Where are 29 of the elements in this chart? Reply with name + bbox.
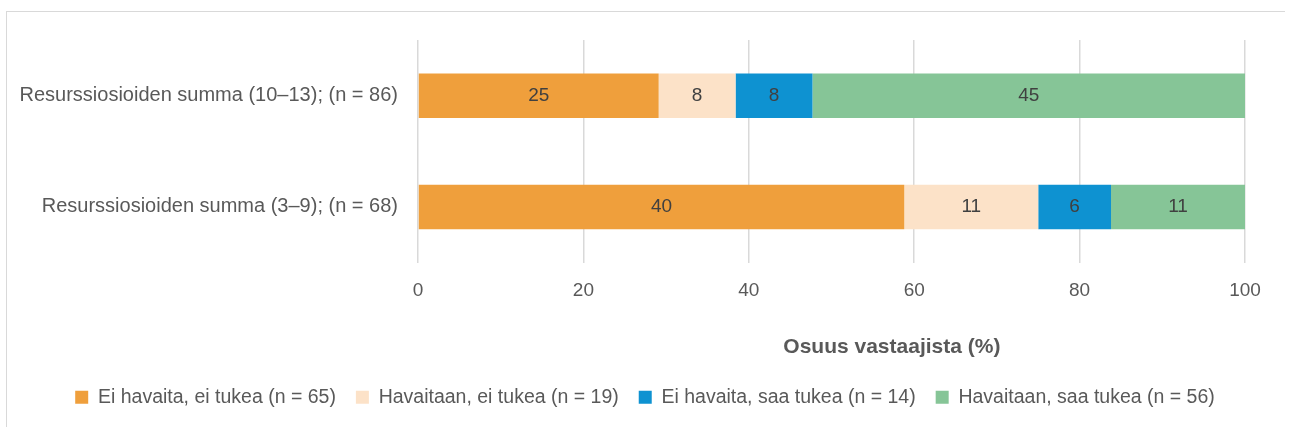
- bar: [1111, 184, 1245, 230]
- annotation: 8: [691, 83, 703, 105]
- x-tick-label: 40: [738, 279, 760, 301]
- legend-label: Havaitaan, saa tukea (n = 56): [958, 384, 1215, 407]
- x-tick-label: 20: [572, 279, 594, 301]
- bar: [418, 184, 905, 230]
- bar: [735, 73, 813, 118]
- y-tick-label: Resurssiosioiden summa (10–13); (n = 86): [19, 83, 398, 106]
- annotation: 11: [1168, 195, 1188, 217]
- annotation: 40: [650, 195, 673, 217]
- bar: [1038, 184, 1112, 230]
- x-tick-label: 80: [1069, 279, 1091, 301]
- bar: [658, 73, 736, 118]
- legend-label: Havaitaan, ei tukea (n = 19): [378, 384, 619, 407]
- legend-label: Ei havaita, ei tukea (n = 65): [97, 384, 336, 407]
- bar: [418, 73, 659, 118]
- legend-label: Ei havaita, saa tukea (n = 14): [661, 384, 916, 407]
- annotation: 45: [1018, 83, 1040, 105]
- x-tick-label: 60: [903, 279, 925, 301]
- bar: [904, 184, 1039, 230]
- annotation: 6: [1069, 195, 1080, 217]
- x-tick-label: 100: [1229, 279, 1261, 301]
- annotation: 8: [768, 83, 780, 105]
- y-tick-label: Resurssiosioiden summa (3–9); (n = 68): [41, 194, 398, 217]
- x-tick-label: 0: [412, 279, 424, 301]
- annotation: 11: [961, 195, 982, 217]
- bar: [812, 73, 1245, 118]
- annotation: 25: [528, 83, 550, 105]
- x-axis-title: Osuus vastaajista (%): [783, 334, 1001, 358]
